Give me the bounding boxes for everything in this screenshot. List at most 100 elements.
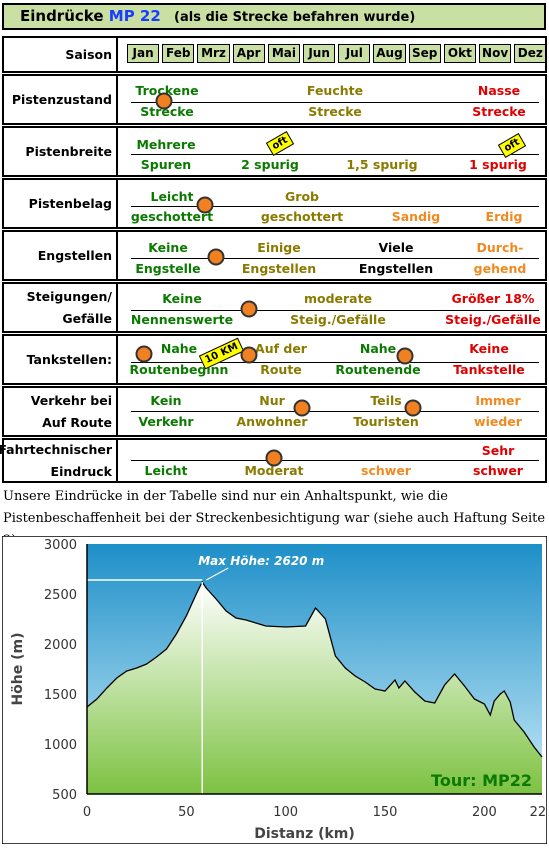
option-touristen-bottom: Touristen bbox=[353, 414, 419, 429]
header-title: Eindrücke MP 22 (als die Strecke befahre… bbox=[2, 3, 546, 30]
option-1spurig: 1 spurig bbox=[469, 157, 527, 172]
scale-line bbox=[131, 102, 539, 103]
month-dez: Dez bbox=[514, 44, 547, 63]
x-tick-label: 229 bbox=[530, 805, 547, 820]
oft-tag-left: oft bbox=[265, 131, 295, 156]
row-label-line1: Fahrtechnischer bbox=[0, 441, 112, 457]
rating-marker-route bbox=[240, 346, 258, 364]
rating-marker bbox=[196, 196, 214, 214]
option-nahe-beginn-top: Nahe bbox=[160, 341, 198, 356]
scale-line bbox=[131, 362, 539, 363]
rating-marker bbox=[155, 92, 173, 110]
month-jan: Jan bbox=[127, 44, 160, 63]
row-label: Verkehr bei Auf Route bbox=[4, 388, 118, 435]
y-tick-label: 500 bbox=[52, 788, 77, 803]
scale-line bbox=[131, 310, 539, 311]
month-apr: Apr bbox=[232, 44, 265, 63]
month-mrz: Mrz bbox=[197, 44, 230, 63]
option-dry-bottom: Strecke bbox=[140, 104, 194, 119]
y-tick-label: 3000 bbox=[44, 538, 77, 553]
option-steep-top: Größer 18% bbox=[451, 291, 535, 306]
tankstellen-row: Tankstellen: Nahe Routenbeginn Auf der R… bbox=[2, 334, 547, 385]
elevation-area bbox=[87, 582, 542, 794]
option-15spurig: 1,5 spurig bbox=[346, 157, 418, 172]
rating-marker bbox=[207, 248, 225, 266]
option-route-bottom: Route bbox=[260, 362, 302, 377]
option-viele-top: Viele bbox=[378, 240, 414, 255]
option-moderate-bottom: Steig./Gefälle bbox=[290, 312, 386, 327]
y-tick-label: 1500 bbox=[44, 688, 77, 703]
rating-marker bbox=[240, 300, 258, 318]
option-viele-bottom: Engstellen bbox=[358, 261, 434, 276]
fahrtechnisch-row: Fahrtechnischer Eindruck Leicht Moderat s… bbox=[0, 438, 547, 483]
month-okt: Okt bbox=[443, 44, 476, 63]
option-moderate-top: moderate bbox=[303, 291, 373, 306]
option-immer-top: Immer bbox=[475, 393, 521, 408]
scale-line bbox=[131, 460, 539, 461]
month-jul: Jul bbox=[338, 44, 371, 63]
x-tick-label: 100 bbox=[273, 805, 298, 820]
option-keine-bottom: Tankstelle bbox=[453, 362, 525, 377]
x-tick-label: 200 bbox=[472, 805, 497, 820]
y-tick-label: 1000 bbox=[44, 738, 77, 753]
row-label: Fahrtechnischer Eindruck bbox=[0, 440, 118, 481]
month-jun: Jun bbox=[303, 44, 336, 63]
plot-area: Max Höhe: 2620 m 500 1000 1500 2000 2500 3000 0… bbox=[10, 538, 547, 842]
row-label-line2: Gefälle bbox=[62, 310, 112, 326]
row-label: Steigungen/Gefälle bbox=[4, 284, 118, 331]
row-label: Engstellen bbox=[4, 232, 118, 279]
scale-line bbox=[131, 258, 539, 259]
option-keine-top: Keine bbox=[469, 341, 509, 356]
option-einige-bottom: Engstellen bbox=[241, 261, 317, 276]
option-sandig: Sandig bbox=[391, 209, 441, 224]
option-keine-top: Keine bbox=[162, 291, 202, 306]
x-axis-label: Distanz (km) bbox=[254, 826, 355, 842]
elevation-line bbox=[86, 580, 543, 758]
verkehr-row: Verkehr bei Auf Route Kein Verkehr Nur An… bbox=[2, 386, 547, 437]
pistenzustand-row: Pistenzustand Trockene Strecke Feuchte S… bbox=[2, 74, 547, 125]
row-label-line1: Steigungen/ bbox=[26, 288, 112, 304]
x-tick-label: 0 bbox=[83, 805, 91, 820]
option-route-top: Auf der bbox=[255, 341, 307, 356]
y-tick-label: 2000 bbox=[44, 638, 77, 653]
header-subtitle: (als die Strecke befahren wurde) bbox=[174, 10, 416, 25]
pistenbreite-row: Pistenbreite Mehrere Spuren 2 spurig 1,5… bbox=[2, 126, 547, 177]
x-tick-label: 150 bbox=[373, 805, 398, 820]
row-label-line2: Eindruck bbox=[50, 463, 112, 479]
option-anwohner-top: Nur bbox=[259, 393, 285, 408]
y-tick-label: 2500 bbox=[44, 588, 77, 603]
season-label: Saison bbox=[4, 38, 118, 71]
rating-marker-end bbox=[396, 347, 414, 365]
option-wet-bottom: Strecke bbox=[308, 104, 362, 119]
option-keine-bottom: Nennenswerte bbox=[130, 312, 234, 327]
scale-line bbox=[131, 206, 539, 207]
option-leicht-bottom: geschottert bbox=[130, 209, 214, 224]
option-durchgehend-top: Durch- bbox=[476, 240, 524, 255]
option-nahe-ende-bottom: Routenende bbox=[335, 362, 421, 377]
row-label-line2: Auf Route bbox=[42, 414, 112, 430]
option-keine-top: Keine bbox=[148, 240, 188, 255]
y-axis-label: Höhe (m) bbox=[10, 632, 26, 705]
option-erdig: Erdig bbox=[485, 209, 523, 224]
option-mehrere-bottom: Spuren bbox=[140, 157, 192, 172]
rating-marker-1 bbox=[293, 399, 311, 417]
option-nass-top: Nasse bbox=[477, 83, 521, 98]
row-label: Pistenbreite bbox=[4, 128, 118, 175]
max-height-label: Max Höhe: 2620 m bbox=[198, 554, 324, 568]
option-kein-bottom: Verkehr bbox=[138, 414, 194, 429]
option-mehrere-top: Mehrere bbox=[136, 137, 196, 152]
month-feb: Feb bbox=[162, 44, 195, 63]
option-moderat: Moderat bbox=[244, 463, 304, 478]
option-immer-bottom: wieder bbox=[474, 414, 522, 429]
steigungen-row: Steigungen/Gefälle Keine Nennenswerte mo… bbox=[2, 282, 547, 333]
x-tick-label: 50 bbox=[178, 805, 195, 820]
season-row: Saison Jan Feb Mrz Apr Mai Jun Jul Aug Sep Okt Nov… bbox=[2, 36, 547, 73]
title-text: Eindrücke bbox=[20, 7, 104, 25]
month-mai: Mai bbox=[267, 44, 300, 63]
option-keine-bottom: Engstelle bbox=[135, 261, 201, 276]
row-label: Tankstellen: bbox=[4, 336, 118, 383]
option-leicht-top: Leicht bbox=[150, 189, 194, 204]
row-label-line1: Verkehr bei bbox=[30, 392, 112, 408]
option-wet-top: Feuchte bbox=[306, 83, 364, 98]
rating-marker-2 bbox=[404, 399, 422, 417]
